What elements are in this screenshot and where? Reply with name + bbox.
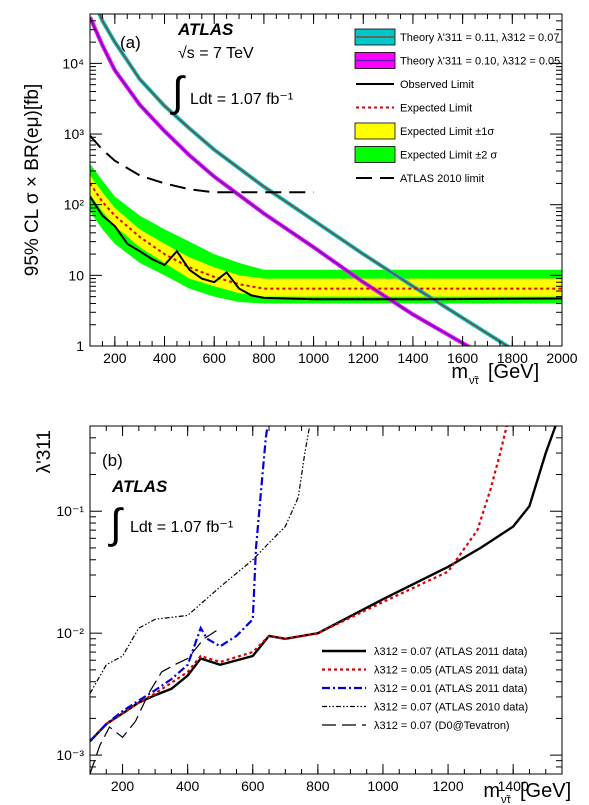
a-legend-entry: Theory λ'311 = 0.11, λ312 = 0.07 (354, 28, 559, 46)
a-legend-entry: Observed Limit (356, 79, 474, 91)
panel-a: 200 400 600 800 1000 1200 1400 1600 1800 2000 1 10 1… (22, 13, 578, 387)
panel-b: 200 400 600 800 1000 1200 1400 10⁻³ 10⁻² 10⁻¹ (b)… (34, 425, 571, 805)
a-ytick-label: 1 (76, 338, 84, 354)
a-xtick-label: 200 (103, 350, 127, 366)
b-xtick-label: 1200 (432, 778, 463, 794)
a-ytick-label: 10 (68, 267, 84, 283)
b-legend-label: λ312 = 0.07 (ATLAS 2011 data) (374, 646, 527, 658)
b-xtick-label: 400 (176, 778, 200, 794)
b-ylabel: λ'311 (34, 430, 55, 473)
b-ytick-label: 10⁻³ (56, 747, 84, 763)
b-xlabel-unit: [GeV] (520, 780, 571, 802)
a-ytick-label: 10² (64, 197, 85, 213)
b-ytick-label: 10⁻¹ (56, 503, 84, 519)
a-xtick-label: 1000 (298, 350, 329, 366)
b-xtick-label: 600 (241, 778, 265, 794)
a-panel-label: (a) (120, 33, 141, 52)
b-series-0 (90, 426, 557, 743)
b-legend-label: λ312 = 0.01 (ATLAS 2011 data) (374, 683, 527, 695)
b-integral-sign: ∫ (108, 500, 124, 547)
a-xtick-label: 1800 (497, 350, 528, 366)
a-xlabel: m ν̃τ [GeV] (451, 361, 539, 387)
a-xtick-label: 800 (252, 350, 276, 366)
a-series-outline-3 (90, 16, 472, 346)
a-legend-label: ATLAS 2010 limit (400, 173, 484, 185)
a-xtick-label: 600 (203, 350, 227, 366)
a-ytick-label: 10³ (64, 126, 85, 142)
a-xtick-label: 2000 (546, 350, 577, 366)
b-legend-entry: λ312 = 0.05 (ATLAS 2011 data) (322, 665, 527, 677)
a-legend-entry: Expected Limit (356, 103, 472, 115)
a-xlabel-unit: [GeV] (488, 361, 539, 383)
a-ylabel: 95% CL σ × BR(eμ)[fb] (22, 84, 43, 277)
b-series-1 (90, 426, 508, 742)
a-series-3 (90, 16, 470, 346)
b-ytick-label: 10⁻² (56, 625, 84, 641)
b-xtick-label: 1400 (498, 778, 529, 794)
a-legend-label: Expected Limit ±1σ (400, 126, 494, 138)
b-legend-label: λ312 = 0.07 (ATLAS 2010 data) (374, 702, 528, 714)
b-legend-entry: λ312 = 0.07 (ATLAS 2011 data) (322, 646, 527, 658)
a-legend-label: Observed Limit (400, 79, 474, 91)
b-frame (89, 425, 563, 775)
b-legend-entry: λ312 = 0.07 (D0@Tevatron) (322, 720, 510, 732)
b-legend-entry: λ312 = 0.07 (ATLAS 2010 data) (322, 702, 528, 714)
a-legend: Theory λ'311 = 0.11, λ312 = 0.07 Theory λ… (354, 28, 560, 185)
a-bands (90, 163, 562, 304)
b-legend-label: λ312 = 0.05 (ATLAS 2011 data) (374, 665, 527, 677)
a-legend-entry: Theory λ'311 = 0.10, λ312 = 0.05 (354, 52, 560, 69)
a-axes: 200 400 600 800 1000 1200 1400 1600 1800 2000 1 10 1… (62, 13, 578, 366)
a-ytick-label: 10⁴ (62, 55, 84, 71)
b-series-3 (90, 426, 311, 694)
a-legend-entry: ATLAS 2010 limit (356, 173, 484, 185)
b-lines (90, 426, 557, 774)
a-legend-swatch (354, 122, 396, 140)
b-xtick-label: 1000 (367, 778, 398, 794)
b-legend-label: λ312 = 0.07 (D0@Tevatron) (374, 720, 510, 732)
a-lines (90, 14, 562, 346)
a-legend-label: Theory λ'311 = 0.11, λ312 = 0.07 (400, 32, 559, 44)
b-experiment-label: ATLAS (111, 477, 168, 496)
b-series-4 (90, 627, 221, 774)
a-xtick-label: 1400 (397, 350, 428, 366)
a-xtick-label: 400 (153, 350, 177, 366)
b-legend-entry: λ312 = 0.01 (ATLAS 2011 data) (322, 683, 527, 695)
a-legend-label: Theory λ'311 = 0.10, λ312 = 0.05 (400, 56, 560, 68)
a-legend-entry: Expected Limit ±1σ (354, 122, 494, 140)
b-xtick-label: 800 (306, 778, 330, 794)
a-xlabel-m: m (451, 361, 468, 383)
a-lumi-label: Ldt = 1.07 fb⁻¹ (190, 91, 293, 108)
b-xlabel-sub: ν̃τ (501, 794, 512, 805)
a-energy-label: √s = 7 TeV (178, 45, 254, 62)
a-xtick-label: 1200 (348, 350, 379, 366)
a-experiment-label: ATLAS (177, 20, 234, 39)
a-band-1 (90, 175, 562, 297)
a-series-6 (90, 196, 562, 301)
a-legend-label: Expected Limit ±2 σ (400, 150, 497, 162)
a-frame (89, 13, 563, 347)
b-legend: λ312 = 0.07 (ATLAS 2011 data) λ312 = 0.05… (322, 646, 528, 732)
b-xlabel: m ν̃τ [GeV] (483, 780, 571, 805)
a-series-5 (90, 182, 562, 290)
a-legend-swatch (354, 146, 396, 163)
b-xtick-label: 200 (111, 778, 135, 794)
a-xtick-label: 1600 (447, 350, 478, 366)
a-xlabel-sub: ν̃τ (469, 375, 480, 387)
b-panel-label: (b) (102, 451, 123, 470)
a-series-4 (90, 134, 314, 194)
a-legend-entry: Expected Limit ±2 σ (354, 146, 497, 163)
b-xlabel-m: m (483, 780, 500, 802)
a-legend-label: Expected Limit (400, 103, 472, 115)
b-series-2 (90, 426, 269, 742)
b-lumi-label: Ldt = 1.07 fb⁻¹ (130, 519, 233, 536)
a-integral-sign: ∫ (170, 68, 186, 115)
a-series-2 (98, 14, 509, 346)
